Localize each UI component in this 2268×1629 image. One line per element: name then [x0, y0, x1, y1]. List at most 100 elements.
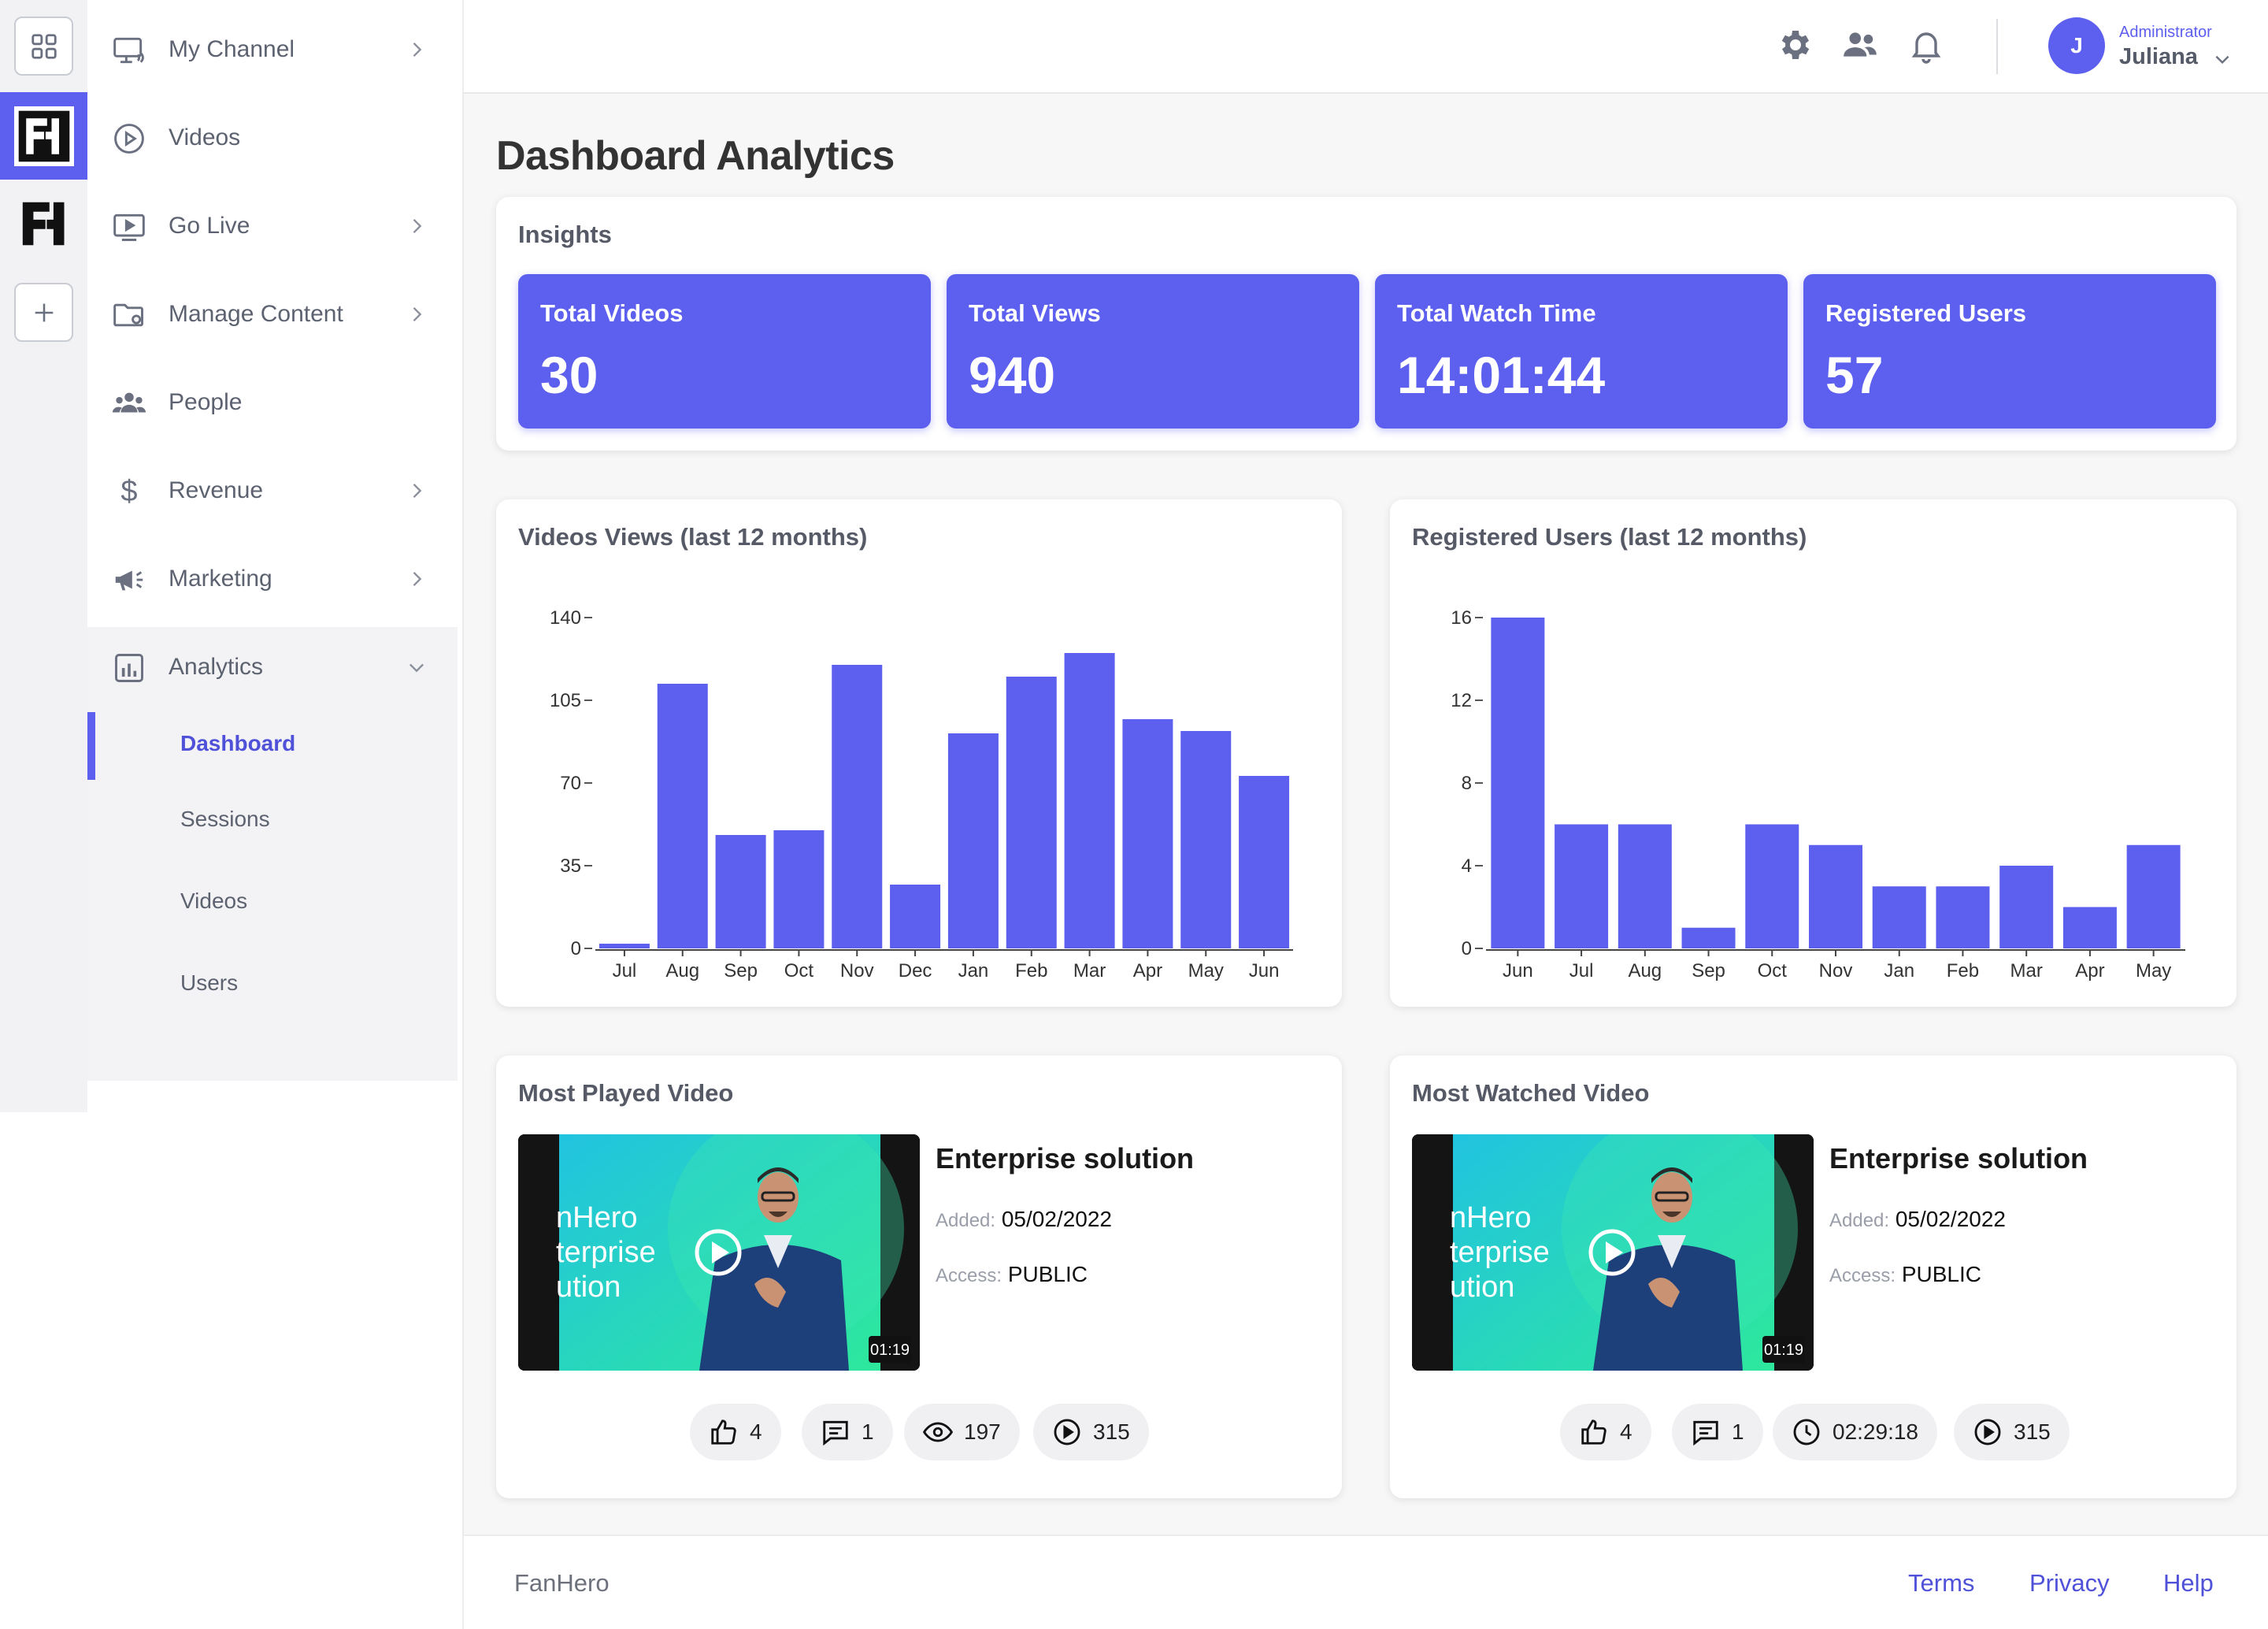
- channel-switch-secondary[interactable]: [14, 194, 73, 253]
- chevron-right-icon: [413, 219, 422, 233]
- sidebar-item-manage-content[interactable]: Manage Content: [87, 275, 464, 354]
- x-tick-label: Apr: [2075, 960, 2104, 981]
- avatar[interactable]: J: [2048, 17, 2105, 74]
- sidebar-item-people[interactable]: People: [87, 363, 464, 442]
- bar[interactable]: [1006, 677, 1057, 948]
- sidebar-subitem-label: Sessions: [180, 807, 270, 831]
- card-title: Most Watched Video: [1412, 1079, 1650, 1107]
- app-rail: [0, 0, 87, 1112]
- presenter-illustration: [699, 1167, 849, 1371]
- active-indicator: [87, 712, 95, 780]
- bar[interactable]: [1618, 824, 1672, 949]
- thumbnail-text: nHero: [1450, 1201, 1532, 1234]
- x-tick-label: Jan: [1884, 960, 1914, 981]
- presenter-illustration: [1593, 1167, 1743, 1371]
- bar[interactable]: [890, 885, 941, 948]
- most-played-video-card: Most Played Video nHero terprise ution: [496, 1056, 1342, 1498]
- sidebar-item-label: Revenue: [169, 477, 264, 503]
- play-circle-icon: [111, 121, 147, 157]
- bar[interactable]: [2126, 844, 2181, 948]
- comments-pill: 1: [802, 1404, 893, 1460]
- header-divider: [1996, 19, 1998, 74]
- stat-label: Total Views: [969, 299, 1101, 327]
- x-tick-label: Jul: [613, 960, 637, 981]
- footer-link-privacy[interactable]: Privacy: [2029, 1569, 2110, 1597]
- x-tick-label: Sep: [1692, 960, 1725, 981]
- video-title[interactable]: Enterprise solution: [1829, 1142, 2088, 1174]
- eye-icon: [923, 1422, 953, 1442]
- play-icon: [1588, 1229, 1636, 1276]
- bar[interactable]: [1064, 653, 1115, 948]
- x-tick-label: Dec: [899, 960, 932, 981]
- video-thumbnail[interactable]: nHero terprise ution 01:19: [518, 1134, 920, 1371]
- x-tick-label: Aug: [1628, 960, 1662, 981]
- x-tick-label: Jun: [1249, 960, 1280, 981]
- bar[interactable]: [1745, 824, 1799, 949]
- added-value: 05/02/2022: [1895, 1207, 2006, 1231]
- stat-value: 940: [969, 346, 1056, 404]
- bar[interactable]: [1555, 824, 1609, 949]
- bar[interactable]: [947, 733, 999, 948]
- sidebar-item-my-channel[interactable]: My Channel: [87, 10, 464, 89]
- users-button[interactable]: [1839, 24, 1881, 66]
- footer-link-terms[interactable]: Terms: [1908, 1569, 1975, 1597]
- sidebar-subitem-dashboard[interactable]: Dashboard: [87, 709, 458, 780]
- footer-link-help[interactable]: Help: [2163, 1569, 2214, 1597]
- bar[interactable]: [657, 684, 708, 948]
- plus-icon: [35, 303, 53, 321]
- sidebar-item-label: People: [169, 389, 243, 415]
- thumbnail-text: ution: [1450, 1271, 1514, 1304]
- channel-switch-active[interactable]: [0, 92, 87, 180]
- likes-count: 4: [1620, 1419, 1632, 1444]
- bar[interactable]: [1239, 776, 1290, 948]
- bar[interactable]: [832, 665, 883, 948]
- folder-settings-icon: [111, 297, 147, 333]
- y-tick-label: 105: [550, 690, 581, 711]
- bar[interactable]: [1872, 886, 1926, 948]
- notifications-button[interactable]: [1905, 24, 1947, 66]
- stat-label: Registered Users: [1825, 299, 2027, 327]
- user-name[interactable]: Juliana: [2119, 44, 2198, 69]
- bar[interactable]: [715, 835, 766, 948]
- video-added: Added: 05/02/2022: [1829, 1207, 2006, 1232]
- settings-button[interactable]: [1773, 24, 1815, 66]
- bar[interactable]: [2062, 907, 2117, 949]
- sidebar-item-videos[interactable]: Videos: [87, 98, 464, 177]
- x-tick-label: Feb: [1947, 960, 1979, 981]
- bar[interactable]: [1122, 719, 1173, 948]
- x-tick-label: May: [2136, 960, 2171, 981]
- bar[interactable]: [1491, 618, 1545, 948]
- chevron-down-icon[interactable]: [2212, 49, 2233, 69]
- bar[interactable]: [598, 944, 650, 948]
- monitor-broadcast-icon: [111, 32, 147, 69]
- access-label: Access:: [936, 1265, 1002, 1286]
- bar[interactable]: [1180, 731, 1232, 948]
- bar[interactable]: [1999, 866, 2054, 948]
- bar[interactable]: [1681, 927, 1736, 948]
- x-tick-label: Sep: [724, 960, 758, 981]
- bar[interactable]: [773, 830, 825, 948]
- comments-count: 1: [1732, 1419, 1744, 1444]
- megaphone-icon: [111, 562, 147, 598]
- video-thumbnail[interactable]: nHero terprise ution 01:19: [1412, 1134, 1814, 1371]
- video-duration: 01:19: [1764, 1341, 1803, 1359]
- sidebar-item-marketing[interactable]: Marketing: [87, 540, 464, 618]
- comment-icon: [1693, 1420, 1718, 1446]
- apps-grid-button[interactable]: [14, 17, 73, 76]
- video-views-chart-card: Videos Views (last 12 months) 0 35 70 105 14…: [496, 499, 1342, 1007]
- sidebar-item-analytics[interactable]: Analytics: [87, 628, 464, 707]
- sidebar-item-go-live[interactable]: Go Live: [87, 187, 464, 265]
- sidebar-subitem-videos[interactable]: Videos: [87, 866, 458, 937]
- sidebar-subitem-sessions[interactable]: Sessions: [87, 785, 458, 855]
- video-title[interactable]: Enterprise solution: [936, 1142, 1195, 1174]
- chevron-down-icon: [410, 663, 424, 673]
- bar[interactable]: [1936, 886, 1990, 948]
- sidebar-item-revenue[interactable]: $ Revenue: [87, 451, 464, 530]
- access-value: PUBLIC: [1901, 1262, 1981, 1286]
- access-value: PUBLIC: [1007, 1262, 1088, 1286]
- chevron-right-icon: [413, 484, 422, 498]
- sidebar-subitem-users[interactable]: Users: [87, 948, 458, 1019]
- likes-pill: 4: [690, 1404, 781, 1460]
- bar[interactable]: [1809, 844, 1862, 948]
- add-channel-button[interactable]: [14, 283, 73, 342]
